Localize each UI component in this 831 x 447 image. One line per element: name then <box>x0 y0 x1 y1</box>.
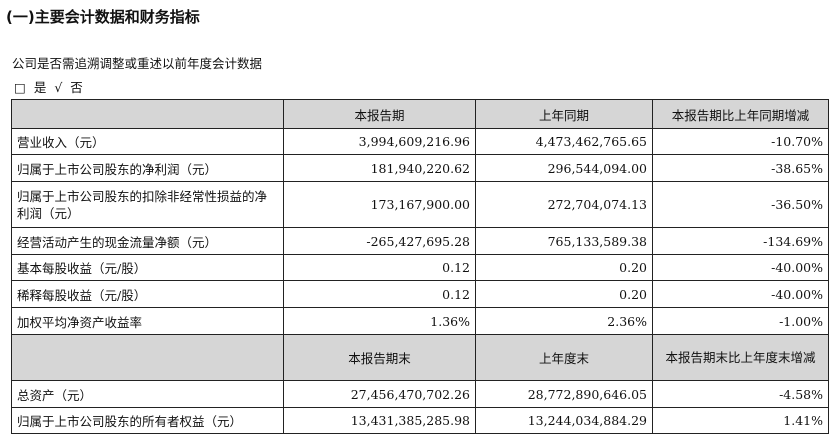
table-row: 经营活动产生的现金流量净额（元） -265,427,695.28 765,133… <box>11 227 829 255</box>
change-value: -4.58% <box>652 380 829 408</box>
row-label: 稀释每股收益（元/股） <box>11 280 284 308</box>
current-value: 1.36% <box>283 307 476 335</box>
prior-value: 0.20 <box>475 254 653 281</box>
prior-value: 2.36% <box>475 307 653 335</box>
yes-checkbox-icon: □ <box>14 80 26 95</box>
row-label: 归属于上市公司股东的净利润（元） <box>11 154 284 182</box>
subheader-blank <box>11 334 284 381</box>
current-value: 0.12 <box>283 280 476 308</box>
financial-indicators-table: 本报告期 上年同期 本报告期比上年同期增减 营业收入（元） 3,994,609,… <box>11 99 829 434</box>
current-value: 181,940,220.62 <box>283 154 476 182</box>
change-value: -40.00% <box>652 280 829 308</box>
table-row: 稀释每股收益（元/股） 0.12 0.20 -40.00% <box>11 280 829 308</box>
change-value: -134.69% <box>652 227 829 255</box>
current-value: 173,167,900.00 <box>283 181 476 228</box>
row-label: 归属于上市公司股东的所有者权益（元） <box>11 407 284 434</box>
change-value: -10.70% <box>652 128 829 155</box>
table-row: 归属于上市公司股东的净利润（元） 181,940,220.62 296,544,… <box>11 154 829 182</box>
row-label: 经营活动产生的现金流量净额（元） <box>11 227 284 255</box>
header-year-end-change: 本报告期末比上年度末增减 <box>652 334 829 381</box>
header-current-period: 本报告期 <box>283 99 476 129</box>
row-label: 加权平均净资产收益率 <box>11 307 284 335</box>
prior-value: 765,133,589.38 <box>475 227 653 255</box>
no-label: 否 <box>70 80 83 95</box>
table-subheader-row: 本报告期末 上年度末 本报告期末比上年度末增减 <box>11 334 829 381</box>
prior-value: 272,704,074.13 <box>475 181 653 228</box>
table-row: 加权平均净资产收益率 1.36% 2.36% -1.00% <box>11 307 829 335</box>
current-value: 0.12 <box>283 254 476 281</box>
table-row: 归属于上市公司股东的扣除非经常性损益的净利润（元） 173,167,900.00… <box>11 181 829 228</box>
prior-value: 28,772,890,646.05 <box>475 380 653 408</box>
prior-value: 13,244,034,884.29 <box>475 407 653 434</box>
restatement-question: 公司是否需追溯调整或重述以前年度会计数据 <box>12 56 263 71</box>
header-period-change: 本报告期比上年同期增减 <box>652 99 829 129</box>
table-row: 总资产（元） 27,456,470,702.26 28,772,890,646.… <box>11 380 829 408</box>
change-value: -38.65% <box>652 154 829 182</box>
table-header-row: 本报告期 上年同期 本报告期比上年同期增减 <box>11 99 829 129</box>
prior-value: 296,544,094.00 <box>475 154 653 182</box>
change-value: -1.00% <box>652 307 829 335</box>
current-value: -265,427,695.28 <box>283 227 476 255</box>
row-label: 归属于上市公司股东的扣除非经常性损益的净利润（元） <box>11 181 284 228</box>
row-label: 营业收入（元） <box>11 128 284 155</box>
current-value: 13,431,385,285.98 <box>283 407 476 434</box>
checkmark-icon: √ <box>54 80 63 95</box>
restatement-choice: □ 是 √ 否 <box>14 77 91 96</box>
change-value: -40.00% <box>652 254 829 281</box>
current-value: 3,994,609,216.96 <box>283 128 476 155</box>
row-label: 基本每股收益（元/股） <box>11 254 284 281</box>
yes-label: 是 <box>33 80 47 95</box>
header-prior-year-end: 上年度末 <box>475 334 653 381</box>
row-label: 总资产（元） <box>11 380 284 408</box>
header-prior-period: 上年同期 <box>475 99 653 129</box>
table-row: 营业收入（元） 3,994,609,216.96 4,473,462,765.6… <box>11 128 829 155</box>
prior-value: 4,473,462,765.65 <box>475 128 653 155</box>
header-blank <box>11 99 284 129</box>
current-value: 27,456,470,702.26 <box>283 380 476 408</box>
header-period-end: 本报告期末 <box>283 334 476 381</box>
change-value: 1.41% <box>652 407 829 434</box>
section-heading: (一)主要会计数据和财务指标 <box>6 8 200 26</box>
change-value: -36.50% <box>652 181 829 228</box>
table-row: 归属于上市公司股东的所有者权益（元） 13,431,385,285.98 13,… <box>11 407 829 434</box>
prior-value: 0.20 <box>475 280 653 308</box>
table-row: 基本每股收益（元/股） 0.12 0.20 -40.00% <box>11 254 829 281</box>
